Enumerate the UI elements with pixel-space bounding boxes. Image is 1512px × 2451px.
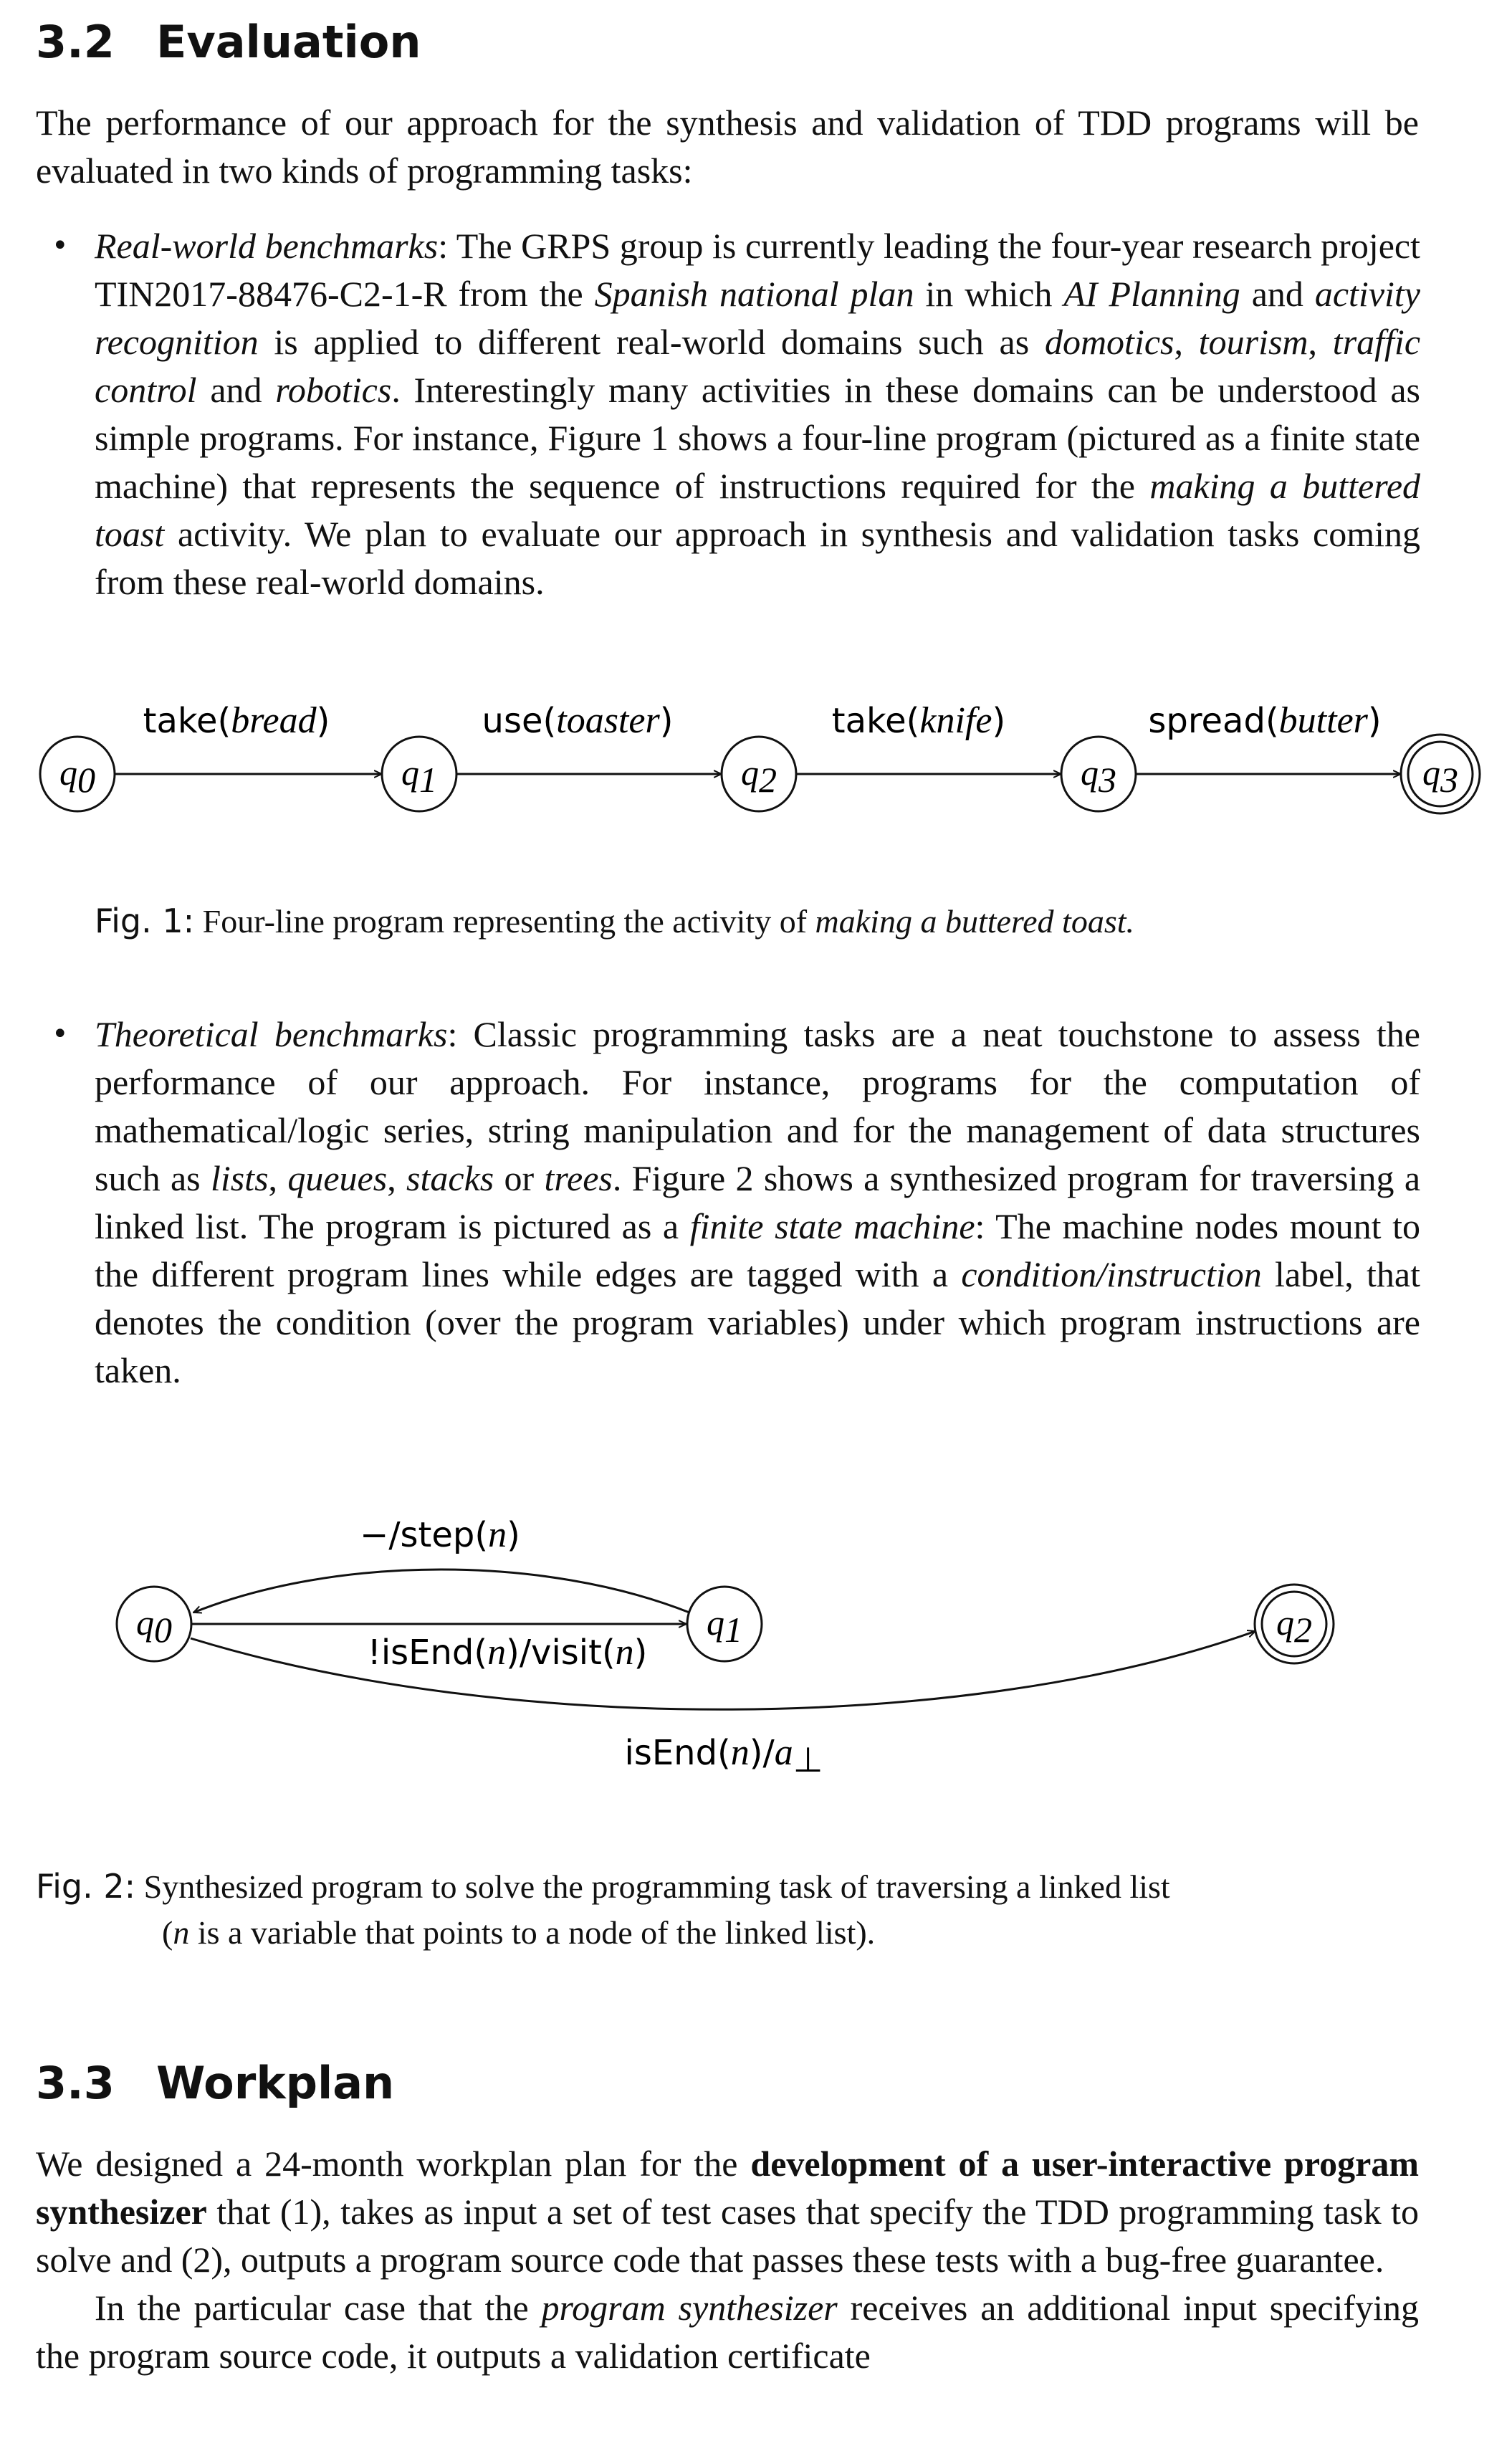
fig2-edge-end xyxy=(190,1631,1255,1711)
fig1-label-take-knife: take(knife) xyxy=(832,700,1005,741)
caption-var: n xyxy=(173,1914,190,1951)
section-heading-workplan: 3.3 Workplan xyxy=(36,2057,394,2109)
text-run: activity. We plan to evaluate our approa… xyxy=(95,514,1420,602)
fig1-label-take-bread: take(bread) xyxy=(143,700,330,741)
figure-2-caption: Fig. 2: Synthesized program to solve the… xyxy=(36,1863,1433,1956)
figure-1-diagram: q0 q1 q2 q3 q3 take(bread) use(toaster) … xyxy=(39,700,1481,815)
caption-label: Fig. 2: xyxy=(36,1867,136,1906)
svg-text:q3: q3 xyxy=(1081,752,1116,800)
intro-paragraph: The performance of our approach for the … xyxy=(36,102,1419,191)
text-run: or xyxy=(494,1158,545,1198)
text-run: , xyxy=(1308,322,1333,362)
caption-text: ( xyxy=(162,1914,173,1951)
fig2-label-end: isEnd(n)/a⊥ xyxy=(624,1732,823,1780)
text-run: . Interestingly many activities in these… xyxy=(95,370,1420,506)
italic-run: AI Planning xyxy=(1063,274,1240,314)
italic-run: stacks xyxy=(406,1158,494,1198)
bold-run: development of a user-interactive progra… xyxy=(36,2144,1419,2232)
fig2-state-q2-final: q2 xyxy=(1253,1583,1335,1665)
text-run: . Figure 2 shows a synthesized program f… xyxy=(95,1158,1421,1246)
italic-run: queues xyxy=(287,1158,388,1198)
workplan-paragraph: We designed a 24-month workplan plan for… xyxy=(36,2140,1419,2380)
italic-run: finite state machine xyxy=(689,1206,975,1246)
text-run: and xyxy=(196,370,276,410)
text-run: : The GRPS group is currently leading th… xyxy=(95,226,1421,314)
italic-run: robotics xyxy=(275,370,392,410)
svg-text:q0: q0 xyxy=(136,1602,172,1650)
section-number: 3.2 xyxy=(36,16,115,68)
section-title: Workplan xyxy=(156,2057,395,2109)
svg-text:q1: q1 xyxy=(401,752,437,800)
svg-text:q1: q1 xyxy=(707,1602,742,1650)
italic-run: activity recognition xyxy=(95,274,1420,362)
text-run: , xyxy=(268,1158,288,1198)
section-number: 3.3 xyxy=(36,2057,115,2109)
bullet-dot: • xyxy=(52,229,69,262)
fig2-label-step: −/step(n) xyxy=(360,1514,520,1555)
fig1-state-q2: q2 xyxy=(720,735,798,813)
text-run: : Classic programming tasks are a neat t… xyxy=(95,1014,1420,1198)
fig1-state-q0: q0 xyxy=(39,735,116,813)
text-run: In the particular case that the xyxy=(95,2288,542,2328)
text-run: We designed a 24-month workplan plan for… xyxy=(36,2144,751,2184)
bullet-term: Theoretical benchmarks xyxy=(95,1014,448,1054)
italic-run: making a buttered toast xyxy=(95,466,1421,554)
text-run: : The machine nodes mount to the differe… xyxy=(95,1206,1420,1294)
italic-run: program synthesizer xyxy=(541,2288,838,2328)
text-run: , xyxy=(1174,322,1199,362)
text-run: and xyxy=(1240,274,1315,314)
italic-run: domotics xyxy=(1044,322,1174,362)
fig2-edge-step xyxy=(193,1568,690,1612)
svg-text:q0: q0 xyxy=(59,752,95,800)
fig1-state-q3-final: q3 xyxy=(1399,733,1481,815)
text-run: , xyxy=(387,1158,407,1198)
italic-run: traffic control xyxy=(95,322,1421,410)
section-heading-evaluation: 3.2 Evaluation xyxy=(36,16,421,68)
svg-text:q2: q2 xyxy=(1276,1602,1312,1650)
fig1-label-use-toaster: use(toaster) xyxy=(482,700,674,741)
fig1-state-q3: q3 xyxy=(1060,735,1137,813)
figure-2-diagram: q0 q1 q2 −/step(n) !isEnd(n)/visit(n) is… xyxy=(115,1514,1335,1780)
fig1-label-spread-butter: spread(butter) xyxy=(1148,700,1381,741)
section-title: Evaluation xyxy=(156,16,421,68)
caption-text: Four-line program representing the activ… xyxy=(202,903,815,940)
fig2-label-visit: !isEnd(n)/visit(n) xyxy=(368,1632,648,1673)
bullet-real-world: • Real-world benchmarks: The GRPS group … xyxy=(52,222,1421,606)
text-run: receives an additional input specifying … xyxy=(36,2288,1419,2376)
text-run: in which xyxy=(914,274,1064,314)
figure-1-caption: Fig. 1: Four-line program representing t… xyxy=(95,898,1134,945)
svg-text:q3: q3 xyxy=(1422,752,1458,800)
italic-run: lists xyxy=(210,1158,269,1198)
italic-run: tourism xyxy=(1198,322,1308,362)
bullet-dot: • xyxy=(52,1018,69,1051)
italic-run: condition/instruction xyxy=(961,1254,1262,1294)
text-run: label, that denotes the condition (over … xyxy=(95,1254,1420,1390)
italic-run: trees xyxy=(544,1158,613,1198)
bullet-theoretical: • Theoretical benchmarks: Classic progra… xyxy=(52,1010,1421,1395)
caption-line-2: is a variable that points to a node of t… xyxy=(189,1914,876,1951)
caption-italic: making a buttered toast. xyxy=(815,903,1135,940)
fig2-state-q1: q1 xyxy=(686,1585,763,1663)
text-run: that (1), takes as input a set of test c… xyxy=(36,2192,1419,2280)
italic-run: Spanish national plan xyxy=(594,274,914,314)
fig2-state-q0: q0 xyxy=(115,1585,193,1663)
fig1-state-q1: q1 xyxy=(381,735,458,813)
svg-text:q2: q2 xyxy=(741,752,777,800)
caption-line-1: Synthesized program to solve the program… xyxy=(143,1868,1170,1905)
bullet-term: Real-world benchmarks xyxy=(95,226,439,266)
caption-label: Fig. 1: xyxy=(95,902,195,940)
text-run: is applied to different real-world domai… xyxy=(258,322,1045,362)
